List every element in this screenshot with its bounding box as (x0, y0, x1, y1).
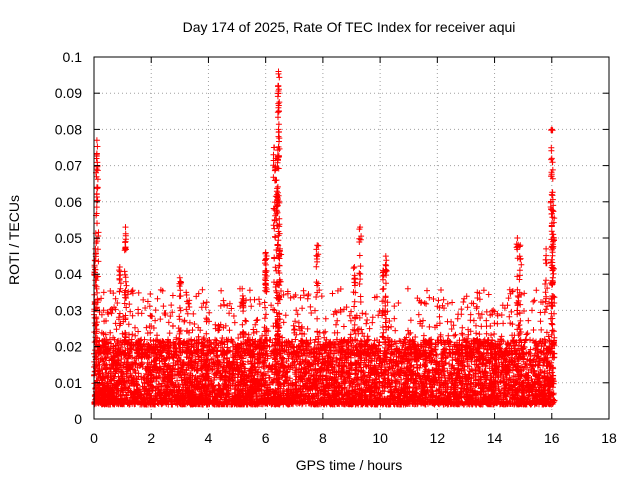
y-tick-label: 0.03 (55, 302, 82, 318)
chart-title: Day 174 of 2025, Rate Of TEC Index for r… (183, 19, 516, 35)
x-tick-label: 10 (372, 430, 388, 446)
x-tick-label: 2 (147, 430, 155, 446)
y-tick-label: 0.01 (55, 375, 82, 391)
y-tick-label: 0.07 (55, 158, 82, 174)
y-tick-label: 0.08 (55, 121, 82, 137)
x-tick-labels: 0 2 4 6 8 10 12 14 16 18 (90, 430, 617, 446)
x-tick-label: 6 (262, 430, 270, 446)
y-tick-label: 0.02 (55, 339, 82, 355)
y-tick-label: 0 (74, 411, 82, 427)
y-tick-label: 0.1 (63, 49, 83, 65)
y-tick-label: 0.04 (55, 266, 82, 282)
x-tick-label: 12 (430, 430, 446, 446)
y-tick-label: 0.06 (55, 194, 82, 210)
x-tick-label: 18 (601, 430, 617, 446)
x-tick-label: 8 (319, 430, 327, 446)
axis-ticks (93, 56, 610, 420)
y-tick-label: 0.05 (55, 230, 82, 246)
data-points (91, 68, 558, 408)
y-tick-labels: 0 0.01 0.02 0.03 0.04 0.05 0.06 0.07 0.08 0.09 0.1 (55, 49, 82, 427)
x-tick-label: 14 (487, 430, 503, 446)
x-tick-label: 16 (544, 430, 560, 446)
y-tick-label: 0.09 (55, 85, 82, 101)
x-axis-label: GPS time / hours (296, 457, 403, 473)
x-tick-label: 0 (90, 430, 98, 446)
x-tick-label: 4 (205, 430, 213, 446)
y-axis-label: ROTI / TECUs (6, 195, 22, 285)
roti-points (91, 68, 558, 408)
